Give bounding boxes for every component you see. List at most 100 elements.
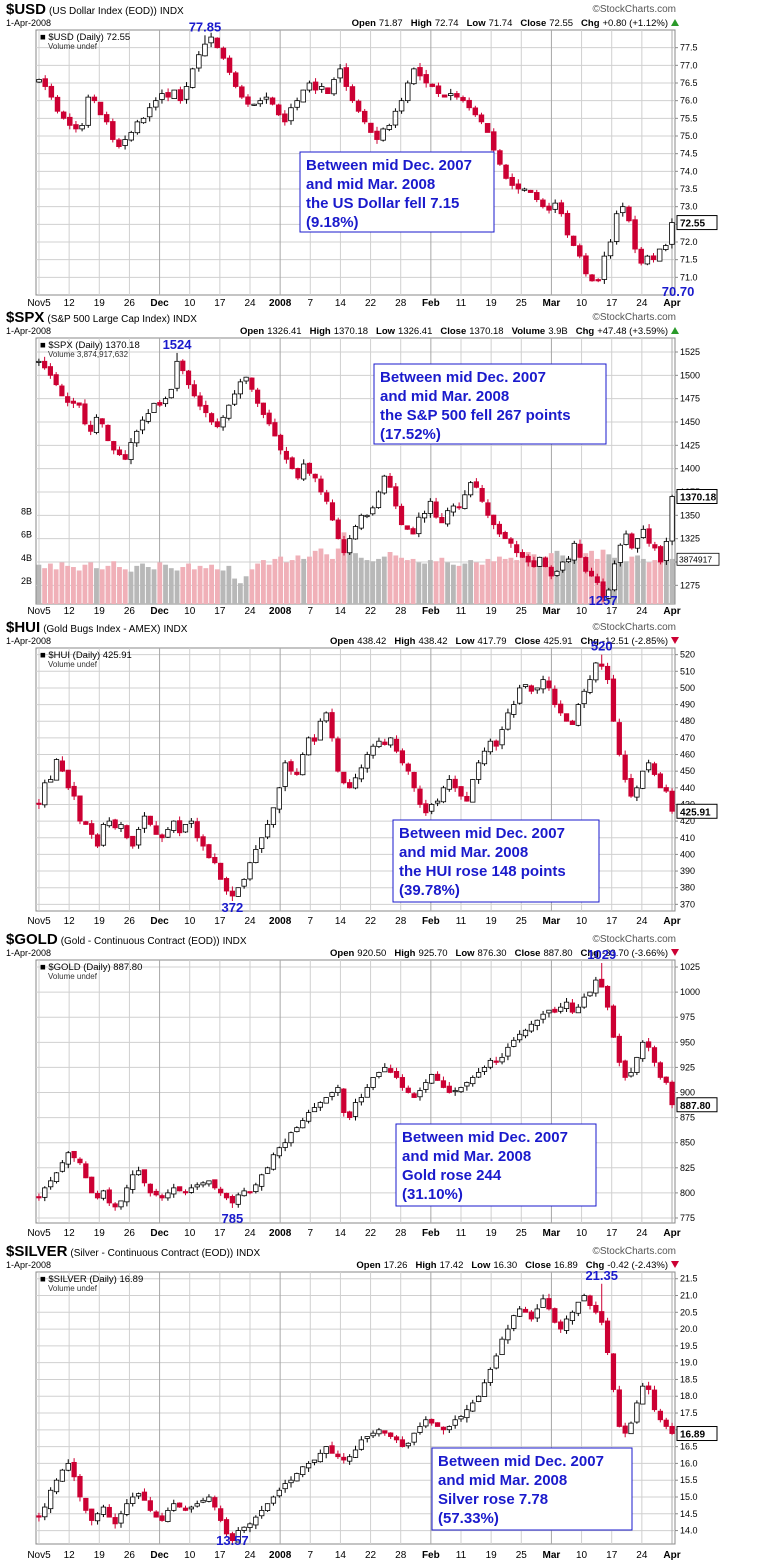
candle-body [159, 1515, 165, 1521]
quote-label: Close [515, 636, 541, 647]
candle-body [288, 761, 294, 772]
x-tick-label: Mar [543, 298, 561, 308]
quote-label: Low [456, 636, 476, 647]
volume-bar [617, 560, 623, 604]
candle-body [487, 740, 493, 753]
quote-line: Open 17.26 High 17.42 Low 16.30 Close 16.89 Chg -… [356, 1260, 668, 1271]
candle-body [470, 1402, 476, 1412]
candle-body [335, 738, 341, 772]
quote-label: Open [356, 1260, 380, 1271]
x-tick-label: 28 [395, 1228, 407, 1239]
annotation-line: the S&P 500 fell 267 points [380, 407, 571, 424]
candle-body [416, 516, 422, 535]
candle-body [616, 1035, 622, 1063]
candle-body [464, 795, 470, 802]
volume-bar [520, 555, 525, 604]
quote-value: 71.74 [489, 18, 513, 29]
candle-body [646, 528, 652, 544]
x-tick-label: Nov5 [27, 1550, 51, 1561]
candle-body [157, 402, 163, 406]
candle-body [79, 125, 85, 130]
annotation-line: and mid Mar. 2008 [380, 388, 509, 405]
quote-line: Open 920.50 High 925.70 Low 876.30 Close 887.80… [330, 948, 668, 959]
volume-bar [635, 555, 640, 604]
last-volume-label: 3874917 [679, 554, 712, 564]
quote-label: High [415, 1260, 436, 1271]
volume-bar [272, 558, 278, 604]
candle-body [54, 96, 61, 112]
x-tick-label: 17 [214, 1550, 226, 1561]
candle-body [275, 104, 282, 116]
candle-body [48, 779, 54, 783]
candle-body [626, 206, 632, 222]
candle-body [174, 360, 180, 389]
candle-body [565, 558, 572, 563]
candle-body [616, 722, 622, 755]
candle-body [276, 787, 282, 810]
candle-body [434, 800, 441, 804]
x-tick-label: 24 [636, 916, 648, 927]
candle-body [206, 1496, 212, 1502]
candle-body [47, 366, 53, 376]
chart-name: (US Dollar Index (EOD)) [49, 6, 157, 17]
x-tick-label: 17 [214, 606, 226, 617]
y-tick-label: 390 [680, 866, 695, 876]
candle-body [235, 1530, 241, 1543]
x-tick-label: 24 [244, 1228, 256, 1239]
candle-body [563, 713, 570, 722]
candle-body [456, 506, 462, 509]
candle-body [440, 787, 447, 803]
volume-bar [71, 567, 76, 604]
candle-body [620, 206, 626, 214]
candle-body [347, 1111, 353, 1118]
candle-body [153, 1190, 159, 1196]
candle-body [452, 778, 458, 789]
candle-body [189, 68, 196, 88]
candle-body [434, 1073, 441, 1081]
y-tick-label: 975 [680, 1012, 695, 1022]
candle-body [505, 1328, 511, 1341]
candle-body [370, 1077, 376, 1088]
y-tick-label: 410 [680, 833, 695, 843]
volume-bar [284, 562, 289, 604]
chart-symbol: $HUI [6, 619, 40, 636]
volume-tick-label: 4B [21, 553, 32, 563]
candle-body [616, 1389, 622, 1427]
candle-body [153, 100, 159, 108]
candle-body [278, 434, 284, 451]
candle-body [71, 1461, 77, 1478]
last-value-box [676, 488, 718, 504]
x-tick-label: 14 [335, 606, 347, 617]
candle-body [65, 1152, 71, 1165]
quote-value: 876.30 [478, 948, 507, 959]
candle-body [130, 1496, 136, 1504]
candle-body [669, 496, 675, 542]
candle-body [374, 130, 380, 140]
candle-body [294, 1127, 300, 1133]
volume-bar [117, 567, 122, 604]
candle-body [370, 507, 376, 515]
candle-body [593, 1304, 599, 1313]
candle-body [347, 538, 353, 554]
candle-body [116, 139, 122, 147]
volume-bar [543, 556, 548, 604]
annotation-line: Between mid Dec. 2007 [399, 825, 565, 842]
candle-body [508, 538, 514, 544]
candle-body [203, 404, 209, 414]
candle-body [423, 803, 429, 814]
candle-body [623, 533, 629, 545]
candle-body [552, 688, 558, 705]
candle-body [341, 1456, 347, 1461]
volume-bar [652, 560, 658, 604]
x-tick-label: 2008 [269, 1550, 292, 1561]
candle-body [370, 1432, 376, 1437]
candle-body [656, 248, 663, 262]
x-tick-label: 14 [335, 1228, 347, 1239]
candle-body [534, 1308, 540, 1319]
annotation-line: (17.52%) [380, 426, 441, 443]
volume-tick-label: 6B [21, 530, 32, 540]
candle-body [247, 1523, 253, 1528]
annotation-line: and mid Mar. 2008 [402, 1148, 531, 1165]
y-tick-label: 490 [680, 700, 695, 710]
volume-bar [99, 569, 105, 604]
